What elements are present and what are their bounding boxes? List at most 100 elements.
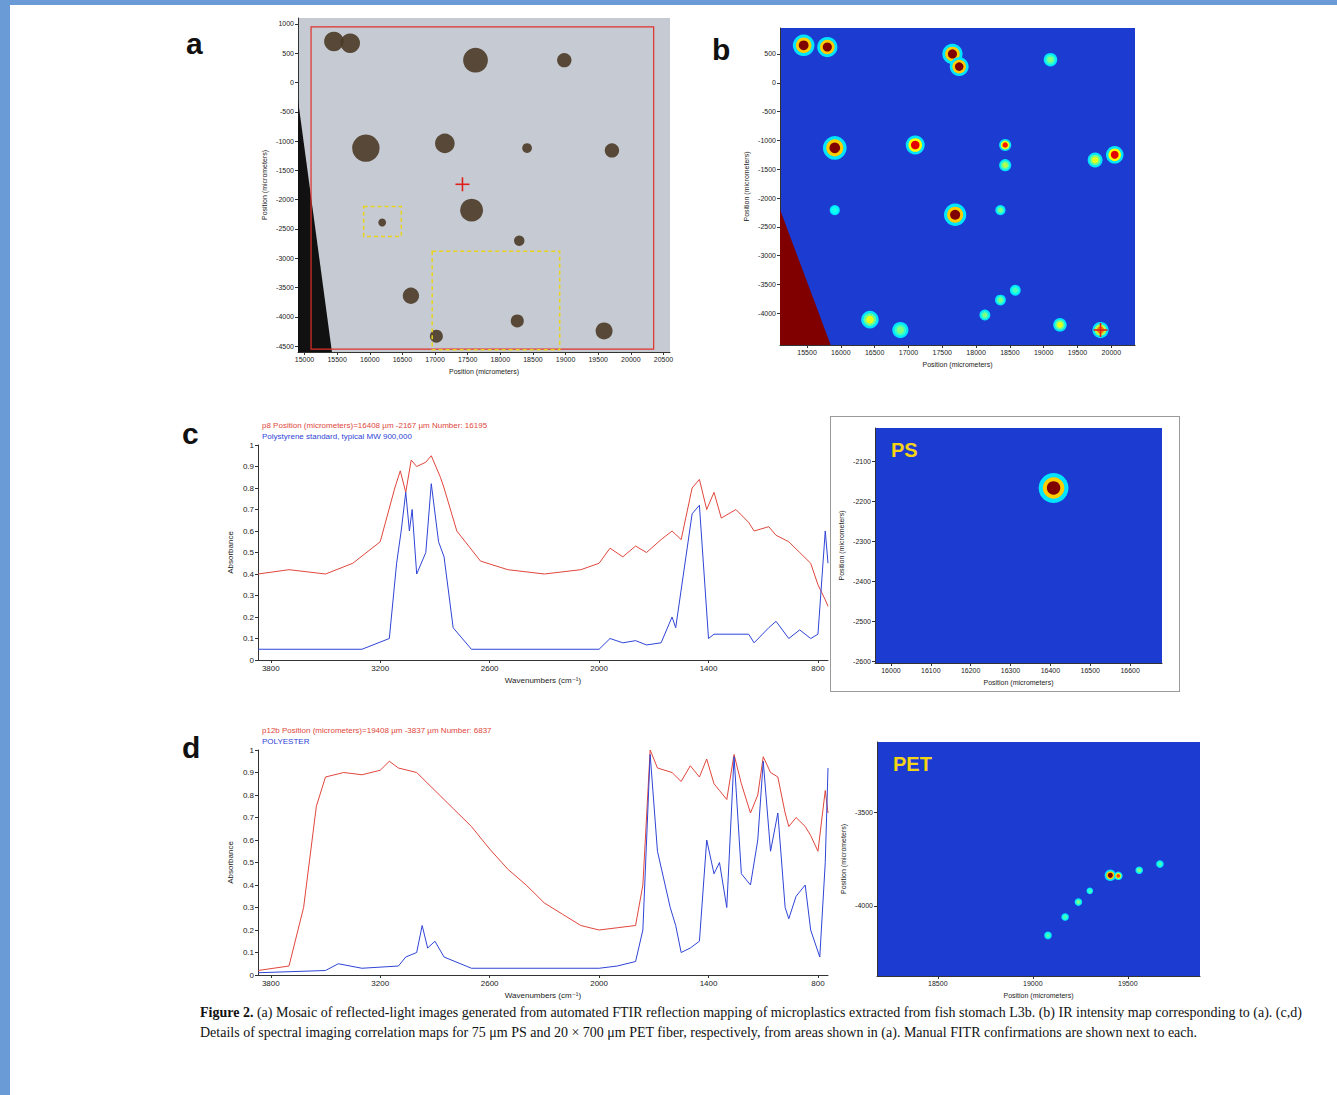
svg-text:18500: 18500 (523, 356, 543, 363)
svg-text:Position (micrometers): Position (micrometers) (983, 679, 1053, 687)
svg-text:2600: 2600 (481, 664, 499, 673)
svg-text:500: 500 (282, 50, 294, 57)
svg-text:Polystyrene standard, typical: Polystyrene standard, typical MW 900,000 (262, 432, 412, 441)
svg-text:16500: 16500 (1081, 667, 1101, 674)
svg-text:p8 Position (micrometers)=1640: p8 Position (micrometers)=16408 µm -2167… (262, 421, 488, 430)
svg-text:0.6: 0.6 (243, 527, 255, 536)
svg-text:0.8: 0.8 (243, 791, 255, 800)
svg-text:18000: 18000 (491, 356, 511, 363)
svg-text:a: a (186, 27, 203, 60)
svg-text:0.6: 0.6 (243, 836, 255, 845)
svg-text:19500: 19500 (1118, 980, 1138, 987)
svg-text:20000: 20000 (1102, 349, 1122, 356)
svg-text:-3500: -3500 (758, 281, 776, 288)
svg-text:0.4: 0.4 (243, 570, 255, 579)
svg-text:-2200: -2200 (853, 498, 871, 505)
svg-text:800: 800 (811, 979, 825, 988)
svg-text:-2500: -2500 (276, 225, 294, 232)
svg-text:17500: 17500 (933, 349, 953, 356)
svg-text:20500: 20500 (654, 356, 674, 363)
svg-text:0.9: 0.9 (243, 462, 255, 471)
svg-text:0.8: 0.8 (243, 484, 255, 493)
svg-text:0: 0 (290, 79, 294, 86)
svg-text:-500: -500 (762, 108, 776, 115)
svg-text:-3000: -3000 (758, 252, 776, 259)
svg-text:b: b (712, 33, 730, 66)
svg-text:Wavenumbers (cm⁻¹): Wavenumbers (cm⁻¹) (505, 991, 582, 1000)
svg-text:0: 0 (772, 79, 776, 86)
svg-text:0.2: 0.2 (243, 926, 255, 935)
svg-text:17000: 17000 (899, 349, 919, 356)
svg-text:19500: 19500 (588, 356, 608, 363)
svg-text:1400: 1400 (700, 979, 718, 988)
svg-text:0.5: 0.5 (243, 858, 255, 867)
svg-text:Position (micrometers): Position (micrometers) (840, 824, 848, 894)
svg-text:19500: 19500 (1068, 349, 1088, 356)
svg-text:Position (micrometers): Position (micrometers) (449, 368, 519, 376)
svg-text:800: 800 (811, 664, 825, 673)
svg-text:-3500: -3500 (855, 809, 873, 816)
svg-text:Position (micrometers): Position (micrometers) (838, 510, 846, 580)
svg-text:16400: 16400 (1041, 667, 1061, 674)
svg-text:0.9: 0.9 (243, 768, 255, 777)
svg-text:2000: 2000 (590, 979, 608, 988)
svg-text:16000: 16000 (881, 667, 901, 674)
svg-text:0.1: 0.1 (243, 634, 255, 643)
svg-text:-2300: -2300 (853, 538, 871, 545)
svg-text:p12b Position (micrometers)=19: p12b Position (micrometers)=19408 µm -38… (262, 726, 492, 735)
svg-text:-4000: -4000 (855, 902, 873, 909)
svg-text:0.3: 0.3 (243, 591, 255, 600)
svg-text:-2600: -2600 (853, 658, 871, 665)
svg-text:15000: 15000 (295, 356, 315, 363)
svg-text:1: 1 (250, 441, 255, 450)
svg-text:0.4: 0.4 (243, 881, 255, 890)
svg-text:16000: 16000 (360, 356, 380, 363)
svg-text:-2500: -2500 (853, 618, 871, 625)
svg-text:0.1: 0.1 (243, 948, 255, 957)
svg-text:PS: PS (891, 439, 918, 461)
svg-text:16500: 16500 (865, 349, 885, 356)
svg-text:-2500: -2500 (758, 223, 776, 230)
svg-text:0.7: 0.7 (243, 813, 255, 822)
svg-text:18000: 18000 (966, 349, 986, 356)
svg-text:-1000: -1000 (276, 138, 294, 145)
svg-text:1400: 1400 (700, 664, 718, 673)
svg-text:16300: 16300 (1001, 667, 1021, 674)
svg-text:2000: 2000 (590, 664, 608, 673)
svg-text:-4000: -4000 (758, 310, 776, 317)
svg-text:-2000: -2000 (758, 195, 776, 202)
svg-text:0.3: 0.3 (243, 903, 255, 912)
svg-text:18500: 18500 (928, 980, 948, 987)
svg-text:Wavenumbers (cm⁻¹): Wavenumbers (cm⁻¹) (505, 676, 582, 685)
svg-text:18500: 18500 (1000, 349, 1020, 356)
svg-text:d: d (182, 731, 200, 764)
svg-text:3200: 3200 (371, 979, 389, 988)
svg-text:16000: 16000 (831, 349, 851, 356)
svg-text:-500: -500 (280, 108, 294, 115)
svg-text:17000: 17000 (425, 356, 445, 363)
svg-text:-3500: -3500 (276, 284, 294, 291)
svg-text:-4000: -4000 (276, 313, 294, 320)
svg-text:2600: 2600 (481, 979, 499, 988)
svg-text:17500: 17500 (458, 356, 478, 363)
svg-text:POLYESTER: POLYESTER (262, 737, 310, 746)
svg-text:16600: 16600 (1120, 667, 1140, 674)
svg-text:19000: 19000 (1034, 349, 1054, 356)
svg-text:Absorbance: Absorbance (226, 841, 235, 884)
svg-text:15500: 15500 (327, 356, 347, 363)
svg-text:-1500: -1500 (758, 166, 776, 173)
svg-text:c: c (182, 417, 199, 450)
svg-text:0: 0 (250, 971, 255, 980)
svg-text:Position (micrometers): Position (micrometers) (1003, 992, 1073, 1000)
svg-text:-1000: -1000 (758, 137, 776, 144)
svg-text:500: 500 (764, 50, 776, 57)
svg-text:Position (micrometers): Position (micrometers) (743, 151, 751, 221)
svg-text:20000: 20000 (621, 356, 641, 363)
svg-text:PET: PET (893, 753, 932, 775)
svg-text:19000: 19000 (556, 356, 576, 363)
svg-text:16500: 16500 (393, 356, 413, 363)
svg-text:1: 1 (250, 746, 255, 755)
svg-text:19000: 19000 (1023, 980, 1043, 987)
svg-text:3800: 3800 (262, 979, 280, 988)
svg-text:Absorbance: Absorbance (226, 531, 235, 574)
